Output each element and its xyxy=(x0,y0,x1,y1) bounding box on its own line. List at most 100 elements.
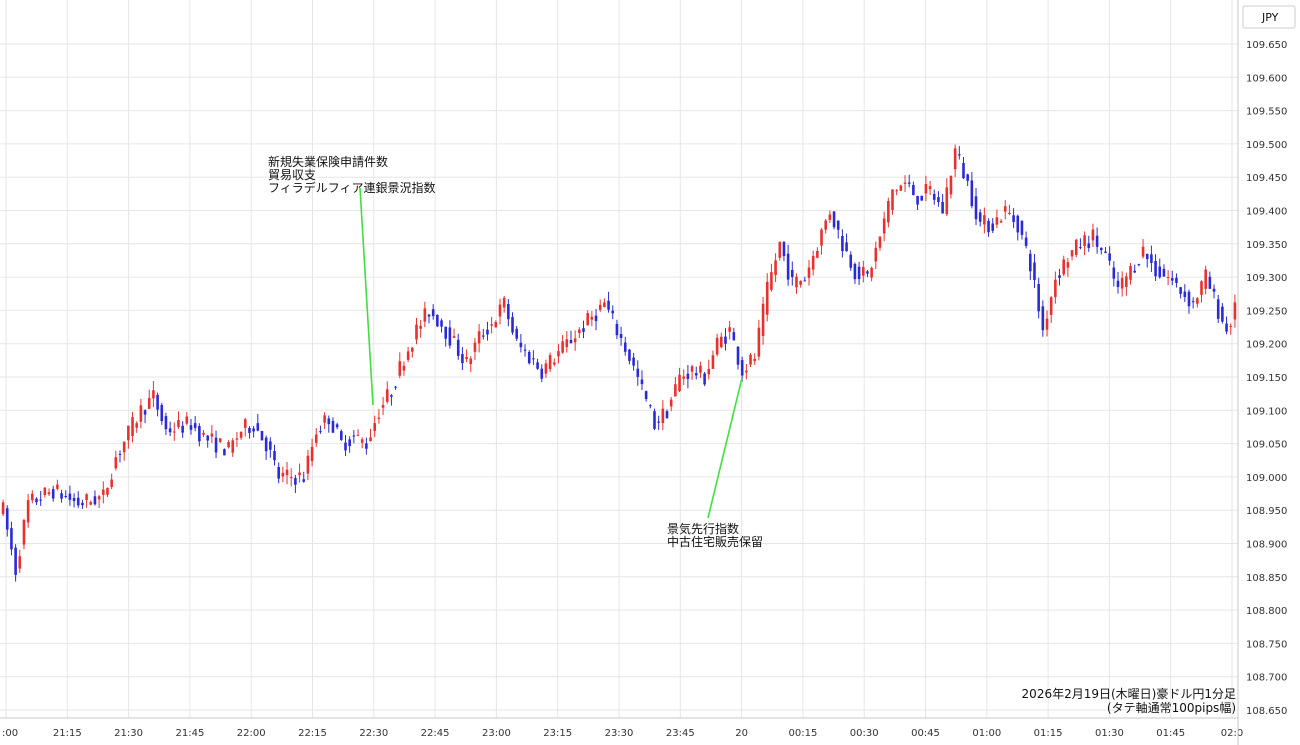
candles xyxy=(1,144,1237,582)
candle-down xyxy=(657,421,660,423)
candle-up xyxy=(753,358,757,362)
candle-up xyxy=(945,187,949,215)
y-tick-label: 108.900 xyxy=(1246,540,1287,551)
candle-down xyxy=(790,270,794,278)
candle-down xyxy=(365,443,368,449)
candle-down xyxy=(348,439,351,447)
candle-up xyxy=(406,351,410,360)
candle-up xyxy=(590,316,594,320)
x-tick-label: 20 xyxy=(735,728,748,739)
candle-up xyxy=(824,220,827,230)
candle-down xyxy=(532,358,535,360)
candle-up xyxy=(820,229,823,246)
x-tick-label: 01:15 xyxy=(1034,728,1063,739)
candle-down xyxy=(1175,277,1178,283)
candle-up xyxy=(674,384,677,397)
candle-up xyxy=(1120,277,1124,289)
candle-down xyxy=(1162,268,1166,277)
candle-up xyxy=(870,267,873,278)
candle-down xyxy=(1079,247,1082,249)
candle-up xyxy=(544,363,548,374)
candle-up xyxy=(306,455,310,474)
x-tick-label: 01:45 xyxy=(1156,728,1185,739)
candle-down xyxy=(1058,275,1061,278)
y-tick-label: 109.100 xyxy=(1246,406,1287,417)
y-tick-label: 109.150 xyxy=(1246,373,1287,384)
candle-down xyxy=(582,328,585,332)
candle-up xyxy=(983,215,986,225)
candle-up xyxy=(172,431,176,433)
candle-down xyxy=(181,425,184,433)
candle-up xyxy=(356,434,360,436)
candle-down xyxy=(93,496,97,505)
x-tick-label: 21:15 xyxy=(53,728,82,739)
candle-up xyxy=(152,390,155,399)
candle-up xyxy=(774,260,777,276)
candle-down xyxy=(1191,301,1195,303)
candle-down xyxy=(1158,266,1162,278)
candle-down xyxy=(51,489,55,499)
candle-up xyxy=(887,201,890,223)
annotation-1-line-3: フィラデルフィア連銀景況指数 xyxy=(268,180,436,195)
candle-up xyxy=(202,432,205,435)
candle-up xyxy=(469,358,473,365)
candle-up xyxy=(1196,298,1199,304)
x-tick-label: 23:45 xyxy=(666,728,695,739)
candle-up xyxy=(398,361,402,376)
x-tick-label: 22:30 xyxy=(359,728,388,739)
candle-down xyxy=(636,368,640,377)
candle-up xyxy=(43,487,47,496)
candle-down xyxy=(481,335,485,337)
y-tick-label: 109.250 xyxy=(1246,306,1287,317)
candle-up xyxy=(231,440,235,453)
candle-up xyxy=(1083,235,1086,246)
candle-down xyxy=(269,441,272,450)
candle-up xyxy=(552,362,556,365)
candle-down xyxy=(335,424,339,428)
candle-down xyxy=(1212,288,1216,292)
candle-up xyxy=(147,397,151,409)
candle-down xyxy=(511,316,514,333)
candle-up xyxy=(899,185,903,191)
y-tick-label: 109.350 xyxy=(1246,240,1287,251)
candle-up xyxy=(678,374,681,392)
x-tick-label: 00:45 xyxy=(911,728,940,739)
candle-up xyxy=(811,255,815,270)
candle-up xyxy=(1,502,5,515)
candle-down xyxy=(394,386,397,388)
candle-down xyxy=(1037,284,1040,312)
candle-up xyxy=(999,221,1003,223)
candle-down xyxy=(632,357,635,366)
candle-down xyxy=(1033,262,1036,281)
candle-down xyxy=(168,428,172,433)
candle-up xyxy=(323,415,326,423)
candle-down xyxy=(1116,280,1120,288)
candle-up xyxy=(828,214,832,220)
annotation-2: 景気先行指数 中古住宅販売保留 xyxy=(667,377,763,549)
candle-down xyxy=(686,373,690,379)
candle-up xyxy=(218,438,222,442)
candle-down xyxy=(198,426,201,442)
y-tick-label: 108.850 xyxy=(1246,573,1287,584)
candle-down xyxy=(519,342,523,348)
candle-down xyxy=(1016,215,1020,233)
symbol-badge: JPY xyxy=(1242,5,1296,29)
y-tick-label: 109.550 xyxy=(1246,107,1287,118)
candle-down xyxy=(277,467,280,479)
candle-up xyxy=(239,431,243,438)
candle-down xyxy=(60,493,63,499)
candle-up xyxy=(114,457,118,469)
candle-down xyxy=(694,373,698,376)
candle-down xyxy=(736,346,740,365)
candle-up xyxy=(243,419,247,428)
candle-up xyxy=(281,472,285,477)
y-tick-label: 108.800 xyxy=(1246,606,1287,617)
x-tick-label: 01:30 xyxy=(1095,728,1124,739)
candle-up xyxy=(298,472,301,476)
candle-up xyxy=(1045,318,1049,330)
candle-down xyxy=(252,428,255,432)
candle-down xyxy=(970,180,974,207)
candle-up xyxy=(314,434,318,443)
candle-down xyxy=(941,202,944,214)
candle-down xyxy=(932,193,936,200)
